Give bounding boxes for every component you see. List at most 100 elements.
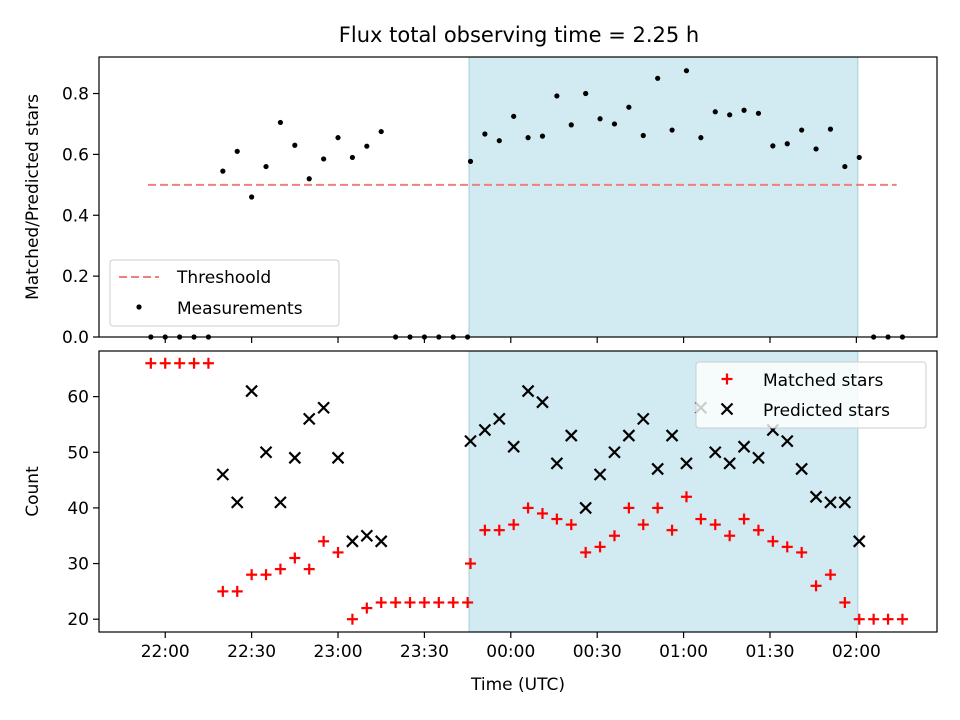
measurement-point	[770, 143, 776, 149]
x-tick-label: 23:30	[400, 642, 449, 662]
predicted-point	[824, 496, 837, 509]
legend-x-marker	[720, 402, 734, 416]
matched-point	[303, 563, 315, 575]
chart-title: Flux total observing time = 2.25 h	[339, 23, 699, 47]
x-tick-label: 22:00	[141, 642, 190, 662]
matched-point	[217, 585, 229, 597]
measurement-point	[263, 163, 269, 170]
matched-point	[318, 535, 330, 547]
predicted-point	[550, 457, 564, 470]
y-tick-label: 0.8	[62, 85, 89, 105]
measurement-point	[583, 90, 589, 97]
measurement-point	[539, 133, 546, 139]
measurement-point	[292, 142, 298, 148]
predicted-point	[593, 468, 607, 481]
matched-point	[145, 357, 157, 369]
measurement-point	[568, 122, 574, 128]
measurement-point	[249, 194, 255, 200]
matched-point	[666, 524, 678, 536]
matched-point	[260, 569, 272, 581]
predicted-point	[564, 429, 578, 442]
measurement-point	[784, 141, 790, 147]
measurement-point	[669, 127, 675, 133]
measurement-point	[611, 121, 618, 127]
predicted-point	[346, 535, 359, 548]
matched-point	[896, 613, 908, 625]
matched-point	[608, 530, 620, 542]
measurement-point	[813, 146, 819, 152]
y-tick-label: 0.2	[62, 267, 89, 287]
matched-point	[462, 597, 474, 609]
matched-point	[810, 580, 822, 592]
predicted-point	[245, 384, 258, 398]
measurement-point	[698, 135, 704, 141]
matched-point	[868, 613, 880, 625]
x-axis-label: Time (UTC)	[470, 675, 565, 695]
predicted-point	[507, 440, 520, 453]
y-tick-label: 20	[67, 610, 89, 630]
predicted-point	[317, 401, 330, 415]
top-panel-x-ticks	[164, 337, 857, 343]
matched-point	[680, 491, 692, 503]
predicted-point	[579, 501, 592, 515]
matched-point	[853, 613, 865, 625]
measurement-point	[525, 135, 531, 141]
measurement-point	[827, 126, 834, 132]
top-panel-highlight-span	[468, 56, 859, 338]
measurement-point	[842, 163, 848, 170]
measurement-point	[234, 148, 240, 154]
predicted-point	[752, 451, 765, 465]
matched-point	[174, 357, 186, 369]
matched-point	[246, 569, 258, 581]
measurement-point	[727, 112, 733, 118]
top-panel-y-ticks: 0.0 0.2 0.4 0.6 0.8	[62, 85, 99, 348]
predicted-point	[838, 496, 852, 509]
legend-matched-swatch	[721, 373, 733, 385]
matched-point	[580, 546, 592, 558]
predicted-point	[636, 412, 650, 426]
matched-point	[188, 357, 200, 369]
measurement-point	[640, 132, 646, 139]
matched-stars-series	[145, 357, 908, 625]
x-tick-label: 01:30	[745, 642, 794, 662]
matched-point	[202, 357, 214, 369]
legend-predicted-swatch	[720, 402, 734, 416]
predicted-point	[651, 462, 664, 476]
measurement-point	[755, 110, 762, 116]
bottom-panel-legend: Matched stars Predicted stars	[695, 361, 927, 429]
predicted-point	[259, 445, 273, 459]
measurement-point	[856, 154, 862, 161]
measurement-point	[597, 116, 603, 122]
x-tick-label: 22:30	[227, 642, 276, 662]
predicted-point	[680, 457, 693, 470]
predicted-point	[478, 423, 492, 437]
measurement-point	[335, 135, 341, 141]
measurement-point	[683, 68, 690, 74]
predicted-point	[360, 529, 374, 543]
matched-point	[493, 524, 505, 536]
matched-point	[418, 597, 430, 609]
bottom-panel-y-axis-label: Count	[23, 466, 43, 517]
measurement-point	[277, 119, 284, 126]
matched-point	[346, 613, 358, 625]
top-panel-y-axis-label: Matched/Predicted stars	[23, 94, 43, 300]
predicted-point	[852, 535, 866, 548]
matched-point	[882, 613, 894, 625]
measurement-point	[511, 113, 517, 119]
matched-point	[447, 597, 459, 609]
x-tick-label: 23:00	[314, 642, 363, 662]
predicted-point	[795, 462, 808, 476]
top-panel-frame	[98, 56, 938, 338]
matched-point	[375, 597, 387, 609]
matched-point	[332, 546, 344, 558]
predicted-point	[331, 451, 345, 465]
matched-point	[839, 597, 851, 609]
predicted-point	[274, 496, 287, 509]
matched-point	[522, 502, 534, 514]
predicted-point	[230, 496, 244, 509]
legend-plus-marker	[721, 373, 733, 385]
measurement-point	[712, 109, 718, 115]
legend-measurements-label: Measurements	[177, 299, 303, 319]
predicted-point	[288, 451, 302, 465]
matched-point	[231, 585, 243, 597]
